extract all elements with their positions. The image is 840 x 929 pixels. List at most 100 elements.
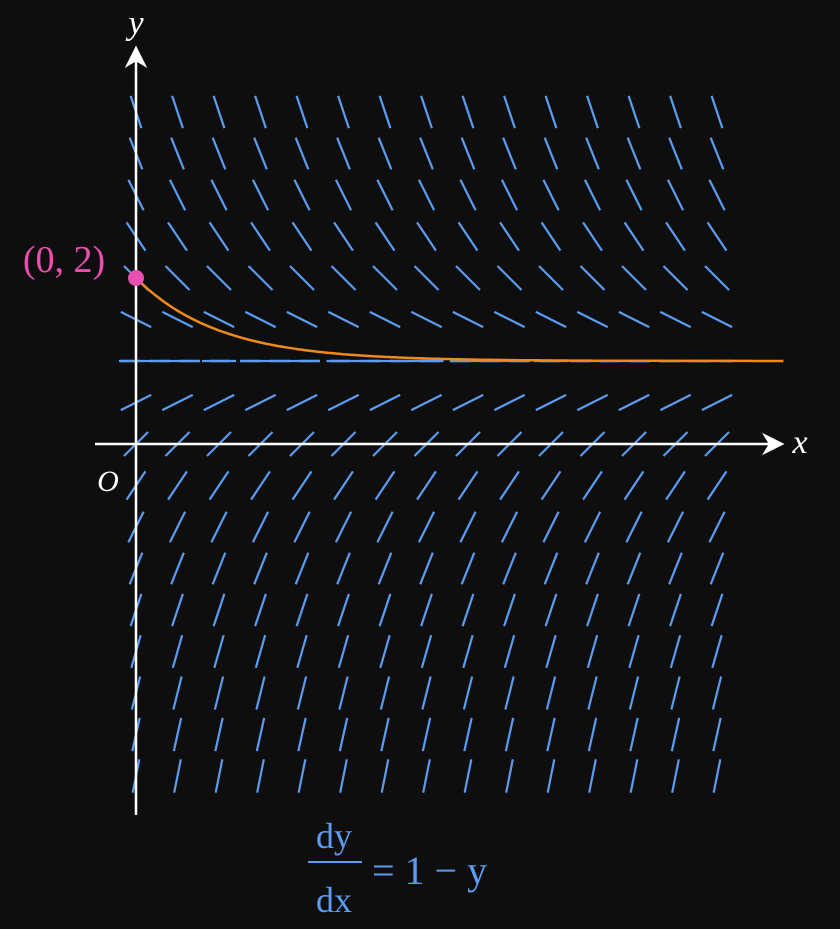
- slope-segment: [462, 676, 474, 710]
- slope-segment: [463, 717, 473, 752]
- slope-segment: [337, 593, 350, 627]
- slope-segment: [709, 137, 725, 170]
- slope-segment: [251, 179, 270, 211]
- slope-segment: [173, 759, 182, 793]
- slope-segment: [461, 593, 475, 627]
- slope-segment: [337, 634, 350, 669]
- slope-segment: [535, 310, 567, 329]
- slope-segment: [172, 717, 183, 752]
- slope-segment: [254, 634, 267, 669]
- slope-segment: [295, 593, 309, 627]
- slope-segment: [334, 511, 353, 543]
- slope-segment: [420, 95, 433, 129]
- slope-segment: [708, 179, 726, 211]
- slope-segment: [161, 310, 194, 329]
- solution-curve: [135, 277, 784, 363]
- slope-segment: [379, 634, 391, 669]
- slope-segment: [253, 137, 268, 170]
- slope-segment: [618, 310, 650, 329]
- slope-segment: [167, 470, 188, 501]
- slope-segment: [668, 552, 683, 585]
- slope-segment: [416, 221, 437, 252]
- slope-segment: [586, 634, 599, 669]
- slope-segment: [500, 179, 519, 211]
- slope-segment: [170, 552, 185, 585]
- slope-segment: [460, 552, 476, 585]
- slope-segment: [336, 552, 351, 585]
- slope-segment: [203, 310, 235, 329]
- slope-segment: [247, 265, 274, 291]
- slope-segment: [203, 393, 235, 412]
- slope-segment: [297, 759, 307, 793]
- slope-segment: [410, 310, 443, 329]
- slope-segment: [286, 393, 318, 412]
- slope-segment: [576, 393, 609, 412]
- slope-segment: [545, 634, 557, 669]
- slope-segment: [587, 717, 598, 752]
- slope-segment: [625, 511, 643, 543]
- slope-segment: [626, 552, 642, 585]
- slope-segment: [499, 470, 520, 501]
- slope-segment: [336, 137, 351, 170]
- slope-segment: [211, 137, 227, 170]
- y-axis-label: y: [125, 5, 144, 42]
- slope-segment: [212, 95, 226, 129]
- slope-segment: [377, 137, 393, 170]
- slope-segment: [417, 179, 436, 211]
- slope-segment: [579, 265, 606, 291]
- slope-segment: [420, 634, 433, 669]
- slope-segment: [709, 552, 725, 585]
- slope-segment: [417, 511, 436, 543]
- slope-segment: [502, 137, 517, 170]
- slope-segment: [255, 717, 266, 752]
- slope-segment: [291, 470, 313, 501]
- slope-segment: [369, 393, 401, 412]
- slope-segment: [377, 552, 393, 585]
- slope-segment: [627, 593, 641, 627]
- slope-segment: [457, 470, 479, 501]
- slope-segment: [171, 634, 184, 669]
- slope-segment: [376, 511, 394, 543]
- slope-segment: [379, 676, 391, 710]
- slope-segment: [542, 511, 560, 543]
- slope-segment: [670, 676, 681, 710]
- slope-segment: [295, 95, 309, 129]
- slope-segment: [585, 137, 600, 170]
- slope-segment: [455, 265, 481, 291]
- slope-segment: [251, 511, 270, 543]
- slope-segment: [670, 717, 681, 752]
- slope-segment: [586, 95, 599, 129]
- slope-segment: [297, 717, 307, 752]
- slope-segment: [416, 470, 437, 501]
- slope-segment: [369, 310, 401, 329]
- slope-segment: [704, 265, 730, 291]
- slope-segment: [244, 393, 277, 412]
- slope-segment: [500, 511, 519, 543]
- slope-segment: [452, 393, 484, 412]
- slope-segment: [668, 137, 683, 170]
- slope-segment: [164, 265, 191, 291]
- slope-segment: [208, 221, 230, 252]
- slope-segment: [628, 634, 640, 669]
- slope-segment: [289, 265, 315, 291]
- slope-segment: [628, 676, 640, 710]
- slope-segment: [669, 593, 682, 627]
- slope-segment: [212, 593, 226, 627]
- slope-segment: [583, 179, 602, 211]
- slope-segment: [540, 470, 562, 501]
- slope-segment: [669, 95, 682, 129]
- slope-segment: [339, 759, 348, 793]
- slope-segment: [503, 95, 516, 129]
- slope-segment: [293, 511, 311, 543]
- slope-segment: [333, 470, 354, 501]
- origin-label: O: [97, 465, 119, 498]
- slope-segment: [294, 137, 310, 170]
- slope-segment: [503, 634, 516, 669]
- slope-segment: [208, 470, 230, 501]
- slope-segment: [419, 552, 434, 585]
- slope-segment: [710, 593, 724, 627]
- slope-segment: [544, 95, 558, 129]
- slope-segment: [413, 265, 440, 291]
- slope-segment: [659, 310, 692, 329]
